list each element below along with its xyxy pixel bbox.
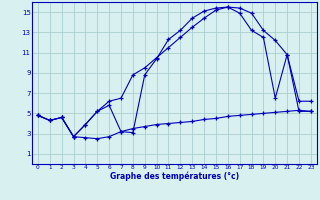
X-axis label: Graphe des températures (°c): Graphe des températures (°c) bbox=[110, 172, 239, 181]
